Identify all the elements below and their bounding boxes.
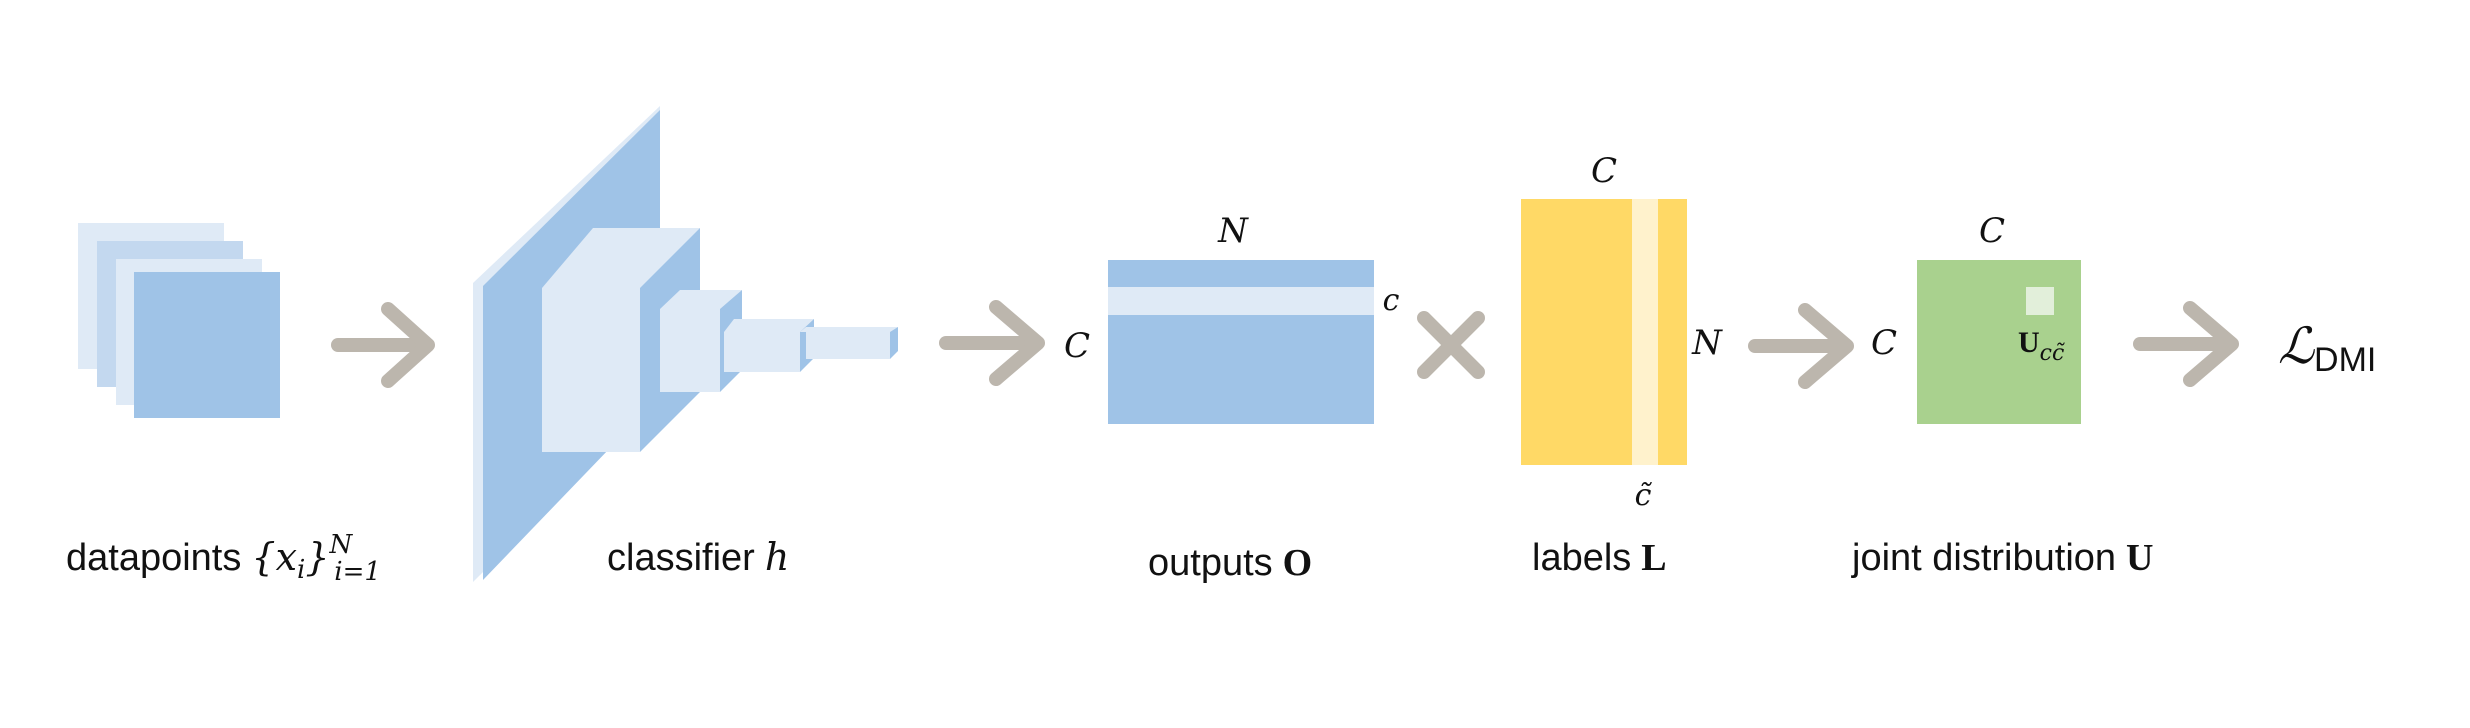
caption-labels: labels L xyxy=(1532,537,1667,579)
arrow-right-icon xyxy=(331,302,435,388)
multiply-icon xyxy=(1417,311,1485,379)
labels-matrix xyxy=(1521,199,1687,465)
caption-classifier: classifier h xyxy=(607,535,789,579)
outputs-top-dim: N xyxy=(1217,211,1249,251)
caption-joint-distribution: joint distribution U xyxy=(1851,537,2154,579)
caption-outputs: outputs O xyxy=(1148,542,1312,584)
classifier-network xyxy=(473,106,898,582)
caption-datapoints: datapoints {xi}N i=1 xyxy=(66,530,381,587)
joint-cell-highlight xyxy=(2026,287,2054,315)
labels-top-dim: C xyxy=(1591,151,1617,191)
outputs-row-c xyxy=(1108,287,1374,315)
outputs-matrix xyxy=(1108,260,1374,424)
labels-col-marker: c̃ xyxy=(1635,478,1653,513)
labels-col-c-tilde xyxy=(1632,199,1658,465)
arrow-right-icon xyxy=(1748,303,1854,389)
outputs-row-marker: c xyxy=(1383,283,1400,318)
loss-label: ℒDMI xyxy=(2278,317,2376,379)
arrow-right-icon xyxy=(939,300,1045,386)
joint-matrix xyxy=(1917,260,2081,424)
outputs-left-dim: C xyxy=(1064,326,1090,366)
arrow-right-icon xyxy=(2133,301,2239,387)
datapoints-stack xyxy=(78,223,280,418)
labels-right-dim: N xyxy=(1691,323,1723,363)
joint-cell-label: Ucc̃ xyxy=(2018,326,2065,366)
joint-top-dim: C xyxy=(1979,211,2005,251)
joint-left-dim: C xyxy=(1871,323,1897,363)
